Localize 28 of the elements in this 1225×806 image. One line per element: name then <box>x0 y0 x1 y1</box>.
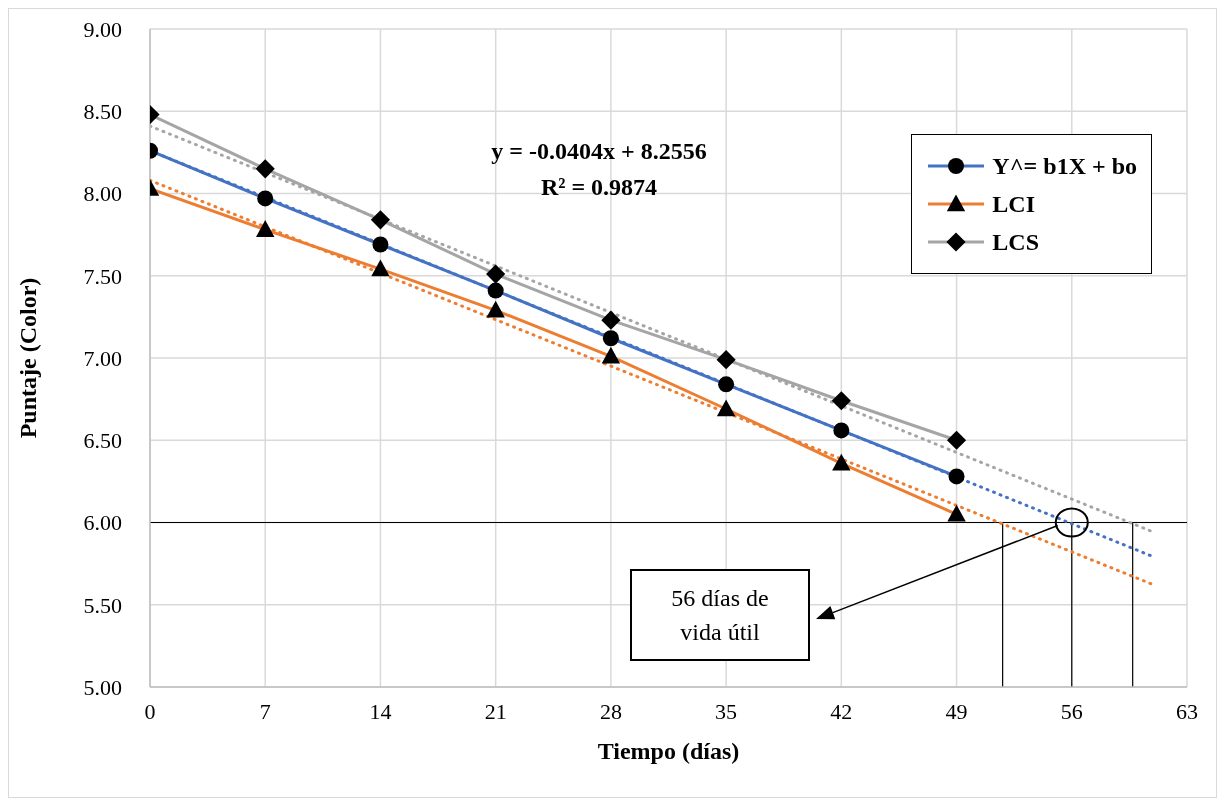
y-tick-label: 5.00 <box>83 674 122 700</box>
x-tick-label: 7 <box>259 698 271 724</box>
x-axis-title: Tiempo (días) <box>597 738 740 764</box>
annotation: y = -0.0404x + 8.2556 <box>490 137 708 166</box>
y-tick-label: 8.00 <box>83 181 122 207</box>
legend-label: Y^= b1X + bo <box>992 152 1137 180</box>
x-tick-label: 42 <box>830 698 853 724</box>
y-tick-label: 5.50 <box>83 592 122 618</box>
x-tick-label: 21 <box>484 698 507 724</box>
annotation: 56 días de vida útil <box>670 584 770 647</box>
x-tick-label: 35 <box>715 698 738 724</box>
text-box: 56 días de vida útil <box>630 569 810 661</box>
x-tick-label: 14 <box>369 698 392 724</box>
legend-label: LCI <box>992 190 1036 218</box>
x-tick-label: 28 <box>599 698 622 724</box>
y-tick-label: 6.00 <box>83 510 122 536</box>
x-tick-label: 0 <box>144 698 156 724</box>
y-tick-label: 7.50 <box>83 263 122 289</box>
y-tick-label: 6.50 <box>83 428 122 454</box>
x-tick-label: 49 <box>945 698 968 724</box>
y-tick-label: 8.50 <box>83 99 122 125</box>
legend-label: LCS <box>992 228 1040 256</box>
y-tick-label: 7.00 <box>83 345 122 371</box>
x-tick-label: 56 <box>1060 698 1083 724</box>
x-tick-label: 63 <box>1176 698 1198 724</box>
y-tick-label: 9.00 <box>83 16 122 42</box>
annotation: R² = 0.9874 <box>539 173 659 202</box>
y-axis-title: Puntaje (Color) <box>14 277 41 439</box>
